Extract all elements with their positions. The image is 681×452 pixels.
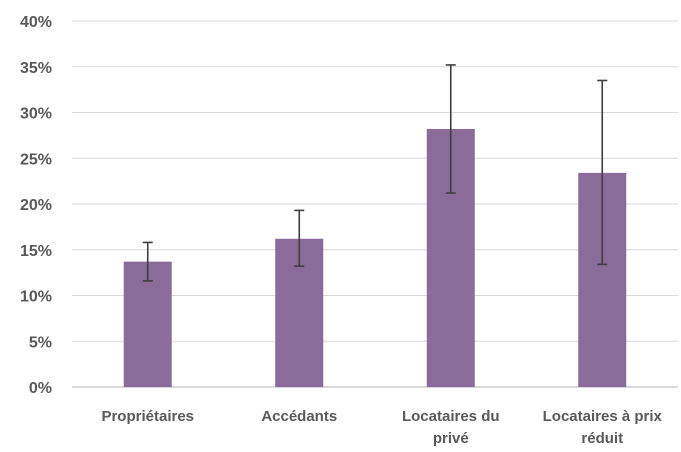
bars: [123, 128, 627, 387]
y-tick-label: 40%: [20, 14, 52, 31]
y-tick-label: 0%: [29, 380, 52, 397]
gridlines: [72, 20, 678, 388]
error-bar: [294, 209, 305, 268]
x-category-label: Locataires à prix: [543, 408, 663, 425]
error-bars: [142, 64, 608, 282]
x-axis-categories: Propriétaires Accédants Locataires du privé…: [101, 408, 662, 447]
y-tick-label: 30%: [20, 106, 52, 123]
y-tick-label: 25%: [20, 151, 52, 168]
x-category-label: Accédants: [261, 408, 337, 425]
y-tick-label: 10%: [20, 289, 52, 306]
x-category-label: Locataires du: [402, 408, 500, 425]
x-category-label: Propriétaires: [101, 408, 194, 425]
error-bar: [597, 79, 608, 266]
y-tick-label: 5%: [29, 334, 52, 351]
y-tick-label: 15%: [20, 243, 52, 260]
x-category-label: réduit: [581, 430, 623, 447]
error-bar: [142, 241, 153, 282]
error-bar: [445, 64, 456, 194]
x-category-label: privé: [433, 430, 469, 447]
y-tick-label: 35%: [20, 60, 52, 77]
y-tick-label: 20%: [20, 197, 52, 214]
bar: [123, 261, 172, 387]
y-axis-ticks: 0% 5% 10% 15% 20% 25% 30% 35% 40%: [20, 14, 52, 397]
